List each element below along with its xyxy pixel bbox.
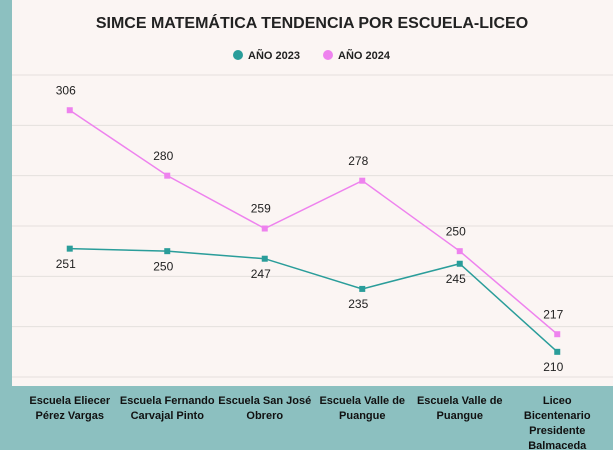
legend-marker <box>323 50 333 60</box>
x-tick-label: Escuela Valle de Puangue <box>416 395 503 422</box>
point <box>456 260 463 267</box>
data-label: 250 <box>446 224 466 238</box>
point <box>66 107 73 114</box>
point <box>164 248 171 255</box>
point <box>359 177 366 184</box>
point <box>456 248 463 255</box>
series-line <box>69 247 558 353</box>
data-label: 251 <box>56 257 76 271</box>
data-label: 217 <box>543 307 563 321</box>
point <box>359 285 366 292</box>
chart-title: SIMCE MATEMÁTICA TENDENCIA POR ESCUELA-L… <box>96 13 528 32</box>
point <box>554 331 561 338</box>
point <box>66 245 73 252</box>
data-label: 245 <box>446 272 466 286</box>
plot-panel <box>12 0 613 386</box>
data-label: 278 <box>348 154 368 168</box>
point <box>261 255 268 262</box>
x-tick-label: Escuela Valle de Puangue <box>319 395 406 422</box>
legend-marker <box>233 50 243 60</box>
data-label: 235 <box>348 297 368 311</box>
x-tick-label: Escuela Fernando Carvajal Pinto <box>119 395 215 422</box>
data-label: 259 <box>251 202 271 216</box>
x-tick-label: Liceo Bicentenario Presidente Balmaceda <box>523 395 591 450</box>
data-label: 210 <box>543 360 563 374</box>
point <box>261 225 268 232</box>
legend-label: AÑO 2024 <box>338 49 391 62</box>
data-label: 280 <box>153 149 173 163</box>
x-tick-label: Escuela Eliecer Pérez Vargas <box>29 395 111 422</box>
data-label: 306 <box>56 83 76 97</box>
data-label: 250 <box>153 259 173 273</box>
point <box>164 172 171 179</box>
x-tick-label: Escuela San José Obrero <box>218 395 312 422</box>
legend-label: AÑO 2023 <box>248 49 300 62</box>
data-label: 247 <box>251 267 271 281</box>
series-line <box>69 109 558 335</box>
point <box>554 348 561 355</box>
